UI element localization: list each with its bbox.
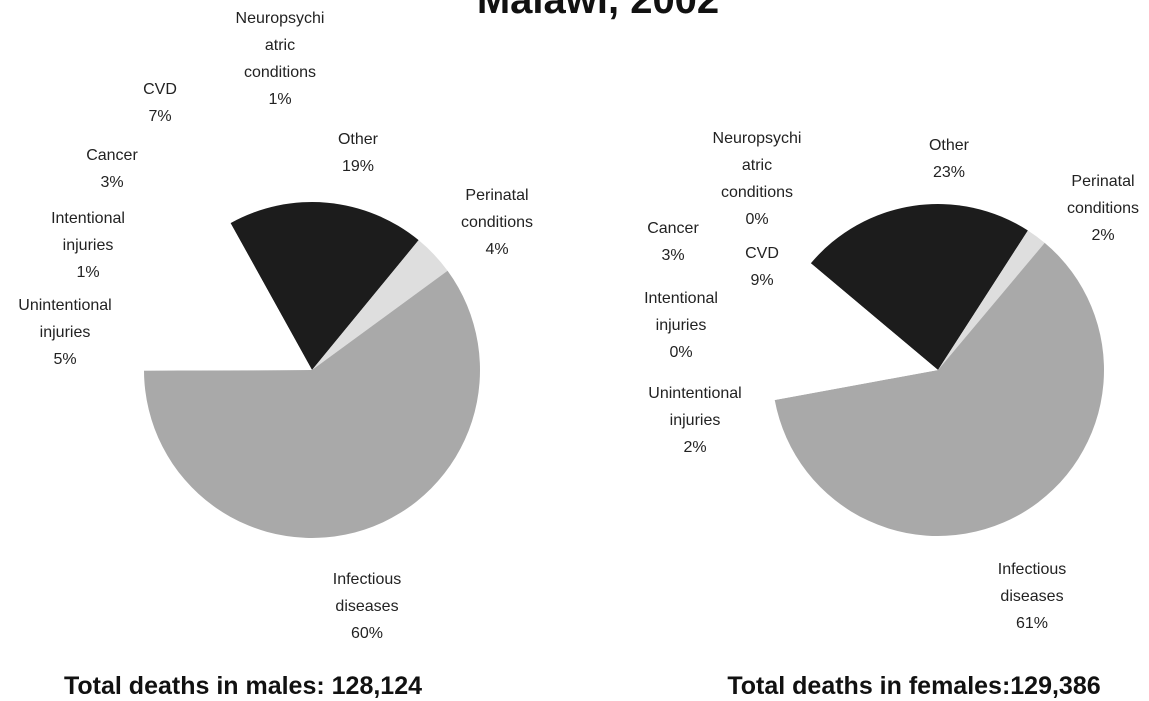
value-label: 23% [932,164,966,181]
chart-title: Malawi, 2002 [476,0,720,22]
slice-label: Cancer 3% [67,142,157,196]
value-label: 19% [341,158,375,175]
slice-label: Other 19% [313,126,403,180]
category-label: Neuropsychiatric conditions [712,130,802,201]
value-label: 4% [485,241,509,258]
pie-slice [144,318,312,371]
value-label: 0% [745,211,769,228]
category-label: Perinatal conditions [1066,173,1140,217]
value-label: 3% [661,247,685,264]
pie-slice [152,308,312,370]
pie-slice [221,223,312,370]
category-label: CVD [745,245,779,262]
slice-label: Other 23% [904,132,994,186]
category-label: Intentional injuries [51,210,125,254]
category-label: Other [928,137,969,154]
slice-label: Unintentional injuries 5% [0,292,130,373]
pie-slice [772,370,938,400]
pie-slice [773,263,938,370]
pie-slice [155,280,312,370]
pie-slice [312,240,448,370]
slice-label: Perinatal conditions 2% [1053,168,1149,249]
slice-label: Infectious diseases 60% [312,566,422,647]
pie-slice [772,348,938,380]
category-label: Perinatal conditions [460,187,534,231]
value-label: 2% [683,439,707,456]
slice-label: Neuropsychiatric conditions 0% [711,125,803,233]
value-label: 61% [1015,615,1049,632]
value-label: 5% [53,351,77,368]
slice-label: Perinatal conditions 4% [442,182,552,263]
category-label: Intentional injuries [644,290,718,334]
category-label: Neuropsychiatric conditions [235,10,325,81]
category-label: Infectious diseases [997,561,1067,605]
slice-label: Unintentional injuries 2% [630,380,760,461]
category-label: CVD [143,81,177,98]
value-label: 60% [350,625,384,642]
category-label: Unintentional injuries [648,385,742,429]
value-label: 2% [1091,227,1115,244]
slice-label: Intentional injuries 1% [33,205,143,286]
pie-slice [169,228,312,370]
annotation: Total deaths in females:129,386 [727,672,1101,700]
value-label: 3% [100,174,124,191]
category-label: Cancer [647,220,699,237]
pie-slice [938,230,1045,370]
slice-label: Intentional injuries 0% [626,285,736,366]
value-label: 9% [750,272,774,289]
pie-slice [144,270,480,538]
value-label: 1% [76,264,100,281]
category-label: Infectious diseases [332,571,402,615]
value-label: 7% [148,108,172,125]
pie-slice [774,242,1104,537]
slice-label: Infectious diseases 61% [977,556,1087,637]
value-label: 1% [268,91,292,108]
slice-label: Cancer 3% [638,215,708,269]
annotation: Total deaths in males: 128,124 [63,672,423,700]
slice-label: Neuropsychiatric conditions 1% [234,5,326,113]
slice-label: CVD 9% [732,240,792,294]
category-label: Unintentional injuries [18,297,112,341]
value-label: 0% [669,344,693,361]
slice-label: CVD 7% [130,76,190,130]
pie-slice [230,201,419,370]
pie-slice [810,204,1028,370]
category-label: Cancer [86,147,138,164]
category-label: Other [337,131,378,148]
